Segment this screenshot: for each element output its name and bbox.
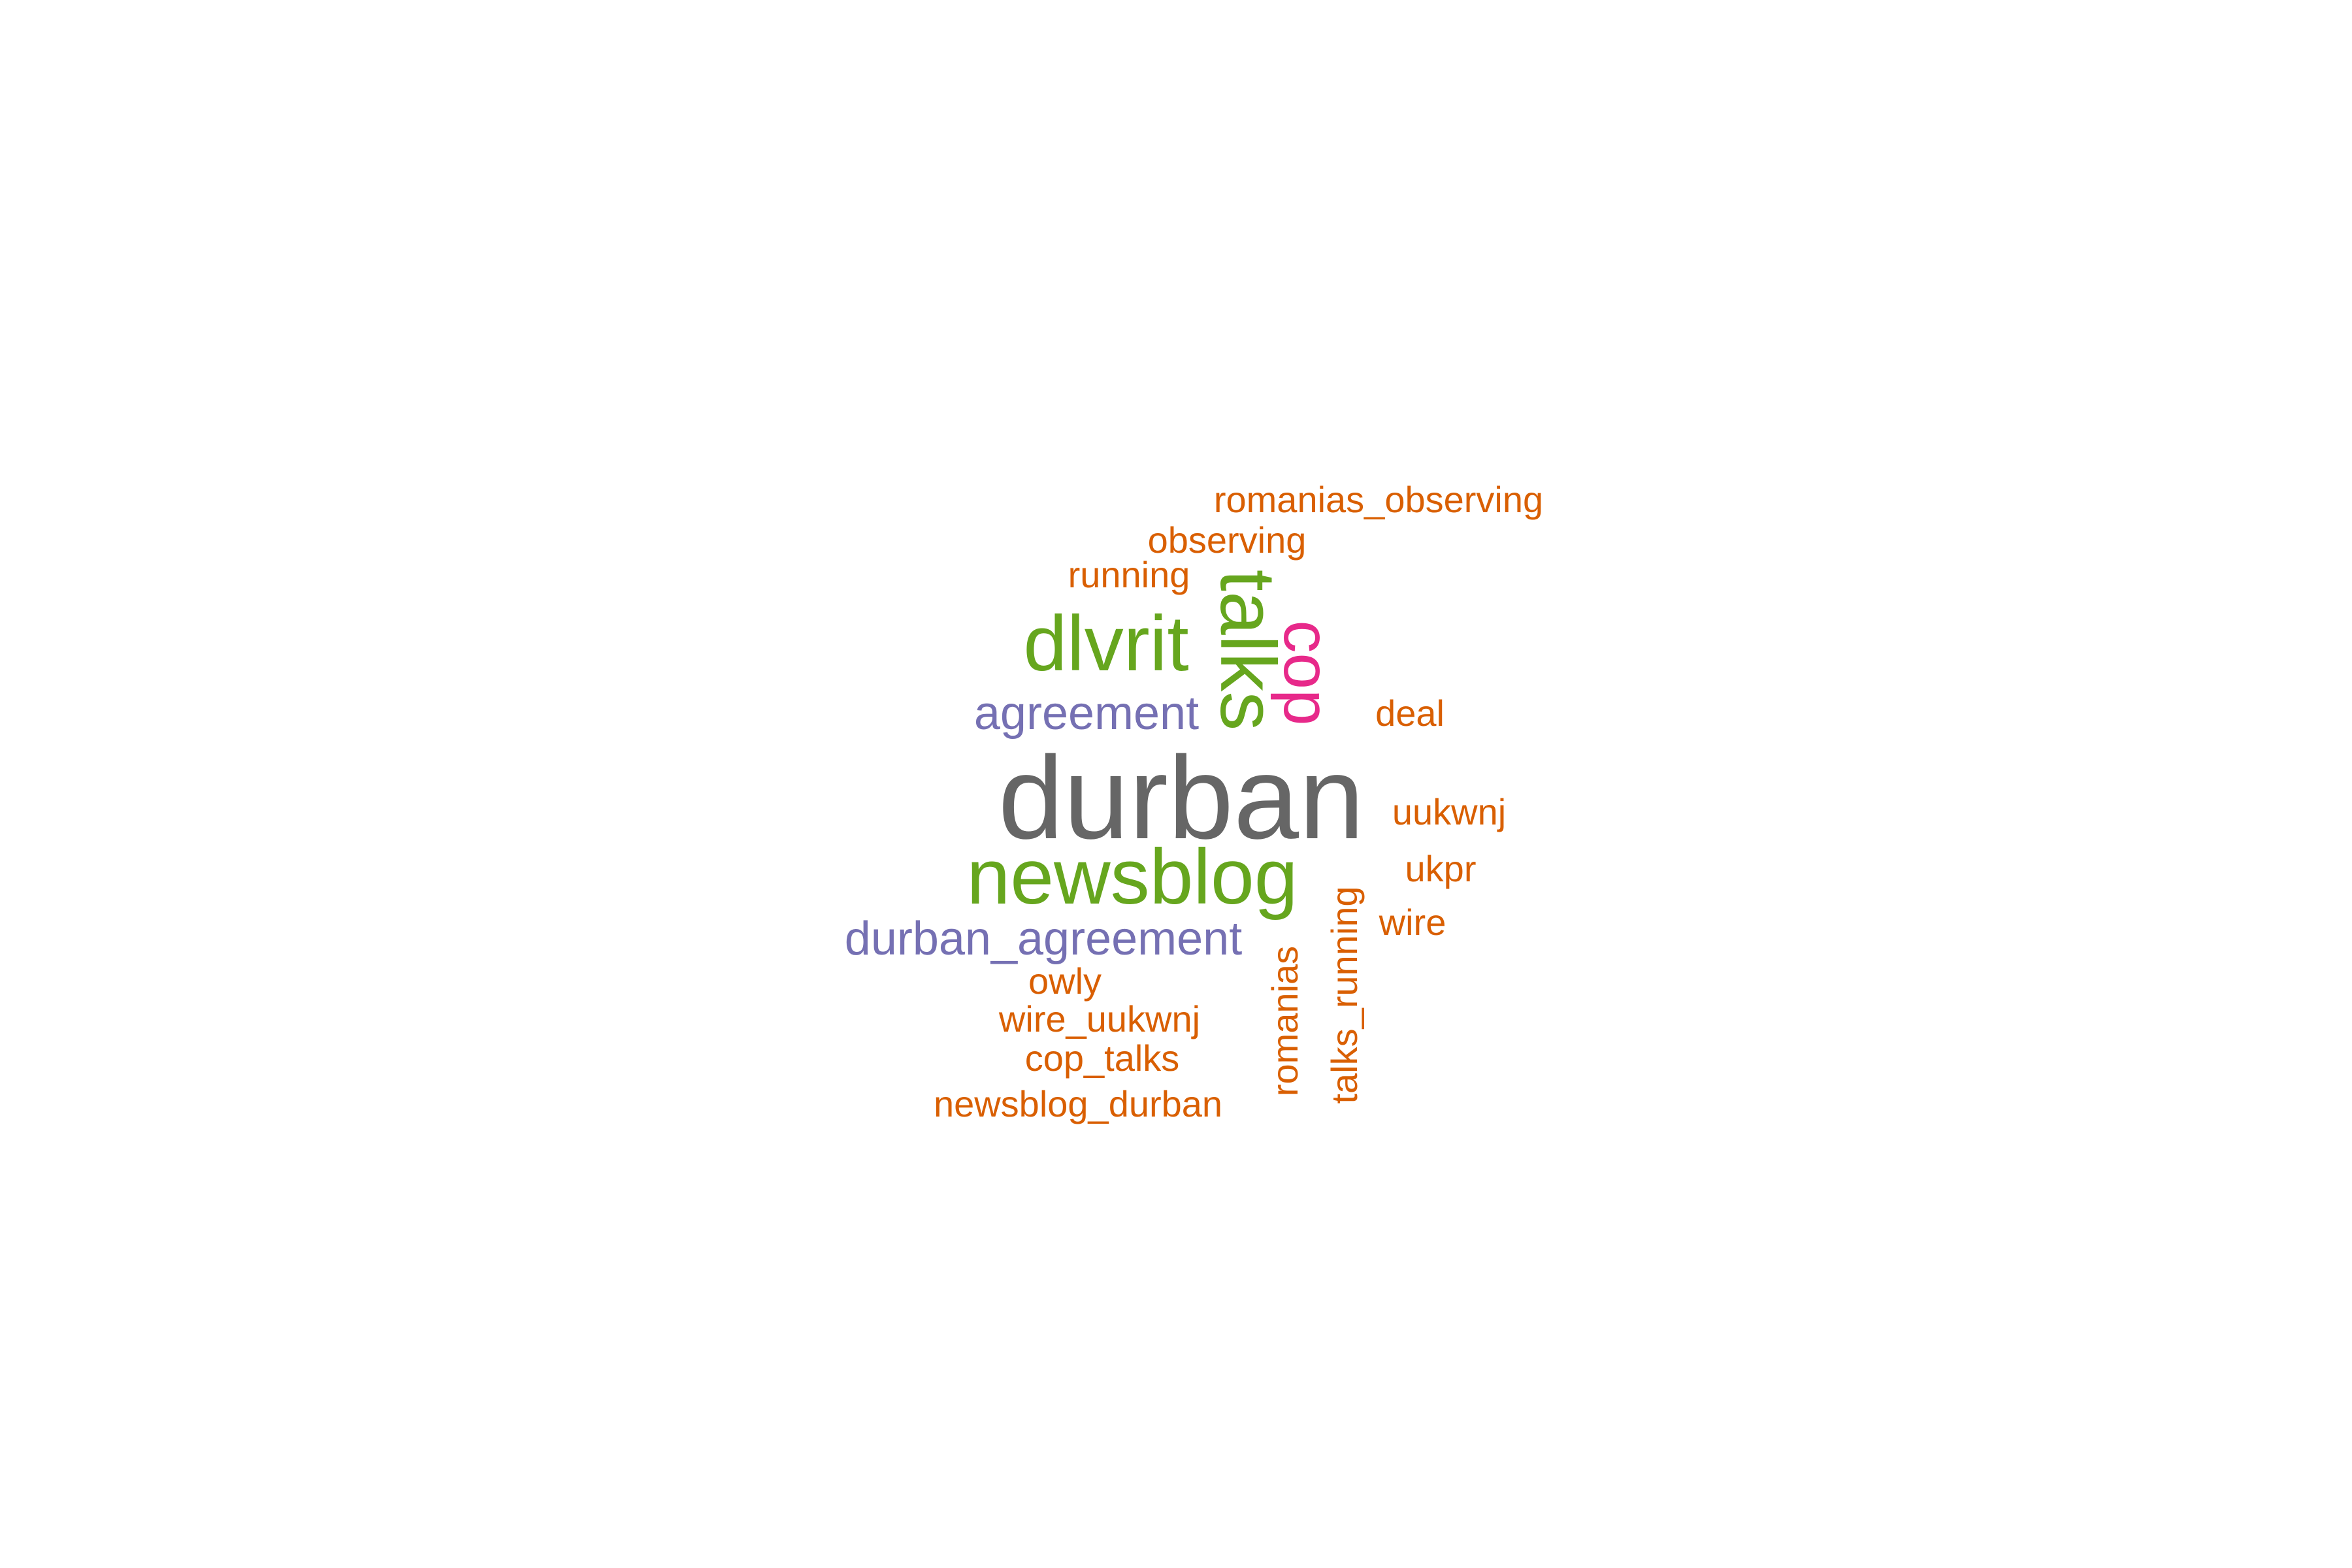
word-durban: durban bbox=[998, 732, 1365, 864]
word-running: running bbox=[1068, 554, 1190, 595]
word-agreement: agreement bbox=[973, 687, 1200, 740]
word-owly: owly bbox=[1028, 960, 1102, 1002]
word-newsblog: newsblog bbox=[966, 833, 1298, 921]
word-romanias: romanias bbox=[1264, 945, 1305, 1097]
word-observing: observing bbox=[1147, 519, 1307, 561]
word-durban-agreement: durban_agreement bbox=[844, 913, 1243, 965]
word-wire-uukwnj: wire_uukwnj bbox=[998, 998, 1201, 1039]
word-cop: cop bbox=[1270, 620, 1343, 726]
word-ukpr: ukpr bbox=[1405, 848, 1477, 889]
word-uukwnj: uukwnj bbox=[1392, 791, 1507, 832]
word-talks-running: talks_running bbox=[1324, 886, 1365, 1104]
word-wire: wire bbox=[1379, 902, 1446, 943]
word-deal: deal bbox=[1375, 693, 1445, 734]
word-romanias-observing: romanias_observing bbox=[1213, 479, 1544, 520]
word-dlvrit: dlvrit bbox=[1023, 600, 1189, 687]
word-newsblog-durban: newsblog_durban bbox=[933, 1083, 1223, 1124]
word-cop-talks: cop_talks bbox=[1024, 1037, 1180, 1079]
